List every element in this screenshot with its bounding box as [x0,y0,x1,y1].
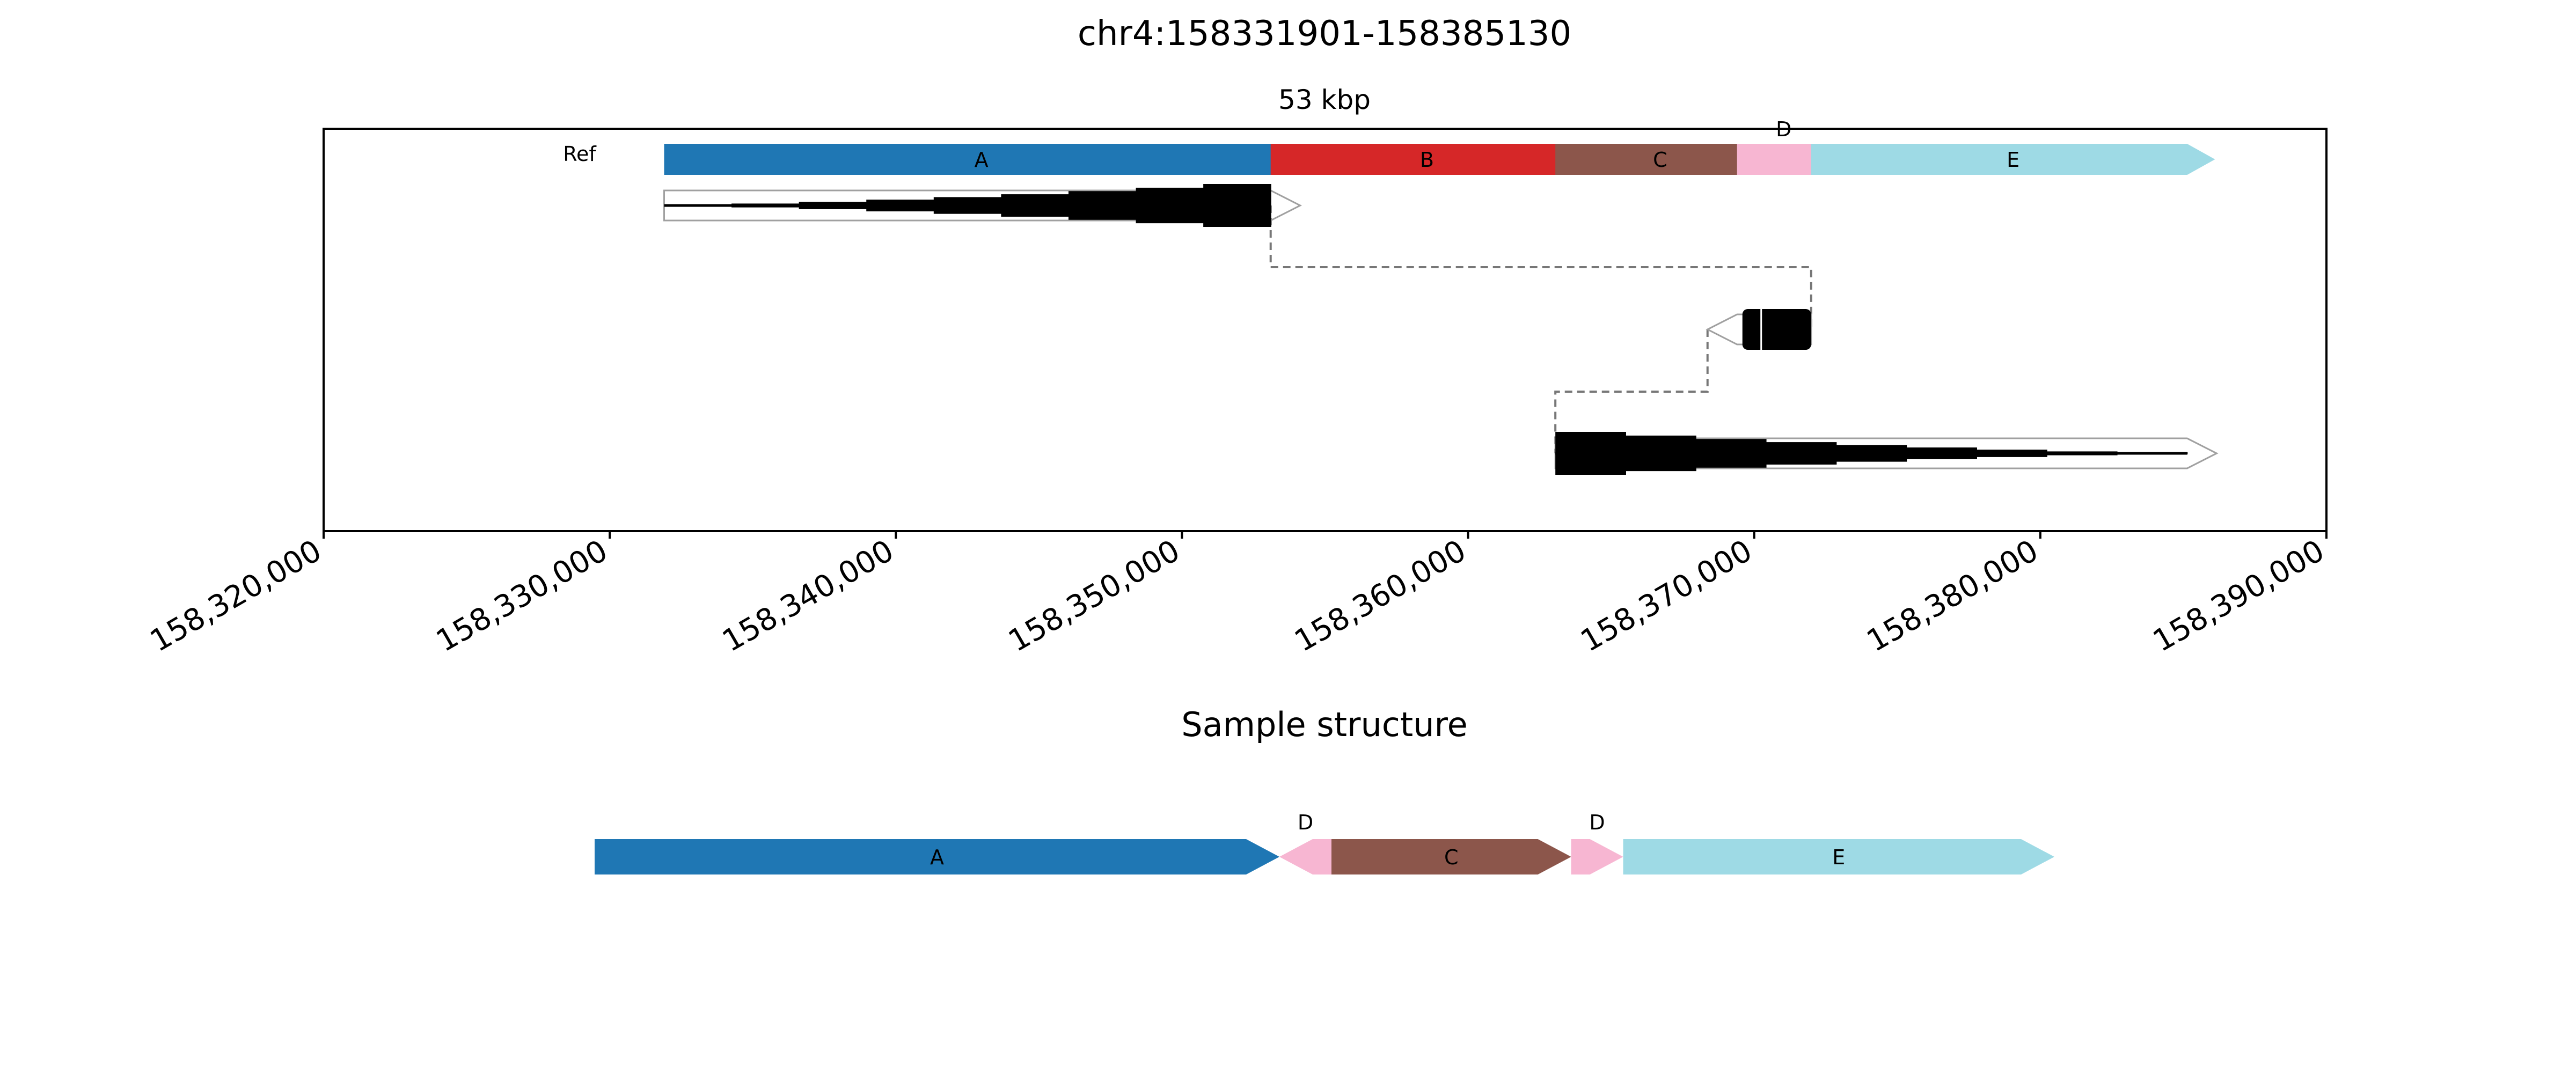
read-block [1068,191,1137,220]
read-block [1836,445,1907,462]
ref-segment-label: B [1420,148,1434,172]
x-axis: 158,320,000 158,330,000 158,340,000 158,350… [144,531,2330,659]
read-block [1001,194,1069,217]
ref-segment-a [664,144,1299,175]
read-block [933,197,1002,214]
sample-segment-e [1623,839,2054,874]
alignment-connectors [1269,205,1812,453]
x-tick-label: 158,390,000 [2147,533,2330,659]
ref-segment-e [1811,144,2215,175]
alignment-1 [663,184,1302,227]
ref-segment-label: A [975,148,989,172]
alignment-3 [1554,432,2219,475]
read-block [1742,309,1811,350]
ref-segment-b [1270,144,1584,175]
sample-segment-c [1331,839,1571,874]
sample-segment-label: C [1444,846,1459,869]
connector-2-3 [1554,329,1709,453]
span-label: 53 kbp [1278,84,1371,115]
alignment-2 [1706,308,1812,351]
read-block [1625,435,1696,472]
x-tick-label: 158,380,000 [1861,533,2044,659]
sample-segment-a [595,839,1279,874]
ref-segment-label: E [2007,148,2019,172]
read-block [731,203,800,208]
sample-segment-label: D [1298,811,1313,834]
sample-track: A D C D E [595,811,2054,874]
read-block [1695,439,1767,468]
x-tick-label: 158,320,000 [144,533,327,659]
read-block [799,202,867,209]
sample-segment-d [1571,839,1623,874]
read-block [1555,432,1626,475]
x-tick-label: 158,330,000 [430,533,613,659]
read-block [664,204,733,207]
sample-segment-d [1279,839,1331,874]
reference-track: A B CDE [664,117,2215,175]
read-block [866,200,934,211]
sample-segment-label: A [930,846,944,869]
ref-segment-label: C [1653,148,1667,172]
read-block [1136,187,1204,224]
x-tick-label: 158,350,000 [1002,533,1185,659]
read-block [1766,442,1837,465]
read-block [1203,184,1271,227]
ref-segment-c [1555,144,1765,175]
read-block [2117,452,2188,454]
read-block [1906,447,1977,459]
x-tick-label: 158,340,000 [716,533,899,659]
x-tick-label: 158,370,000 [1575,533,1758,659]
read-block [2046,451,2118,455]
figure-title: chr4:158331901-158385130 [1078,14,1571,54]
ref-label: Ref [563,142,597,166]
read-alignments [663,184,2219,475]
sample-segment-label: E [1832,846,1845,869]
connector-1-2 [1269,205,1812,329]
sample-segment-label: D [1589,811,1605,834]
x-tick-label: 158,360,000 [1289,533,1472,659]
sample-structure-title: Sample structure [1181,705,1468,744]
plot-frame [323,128,2328,532]
read-block [1976,450,2047,457]
